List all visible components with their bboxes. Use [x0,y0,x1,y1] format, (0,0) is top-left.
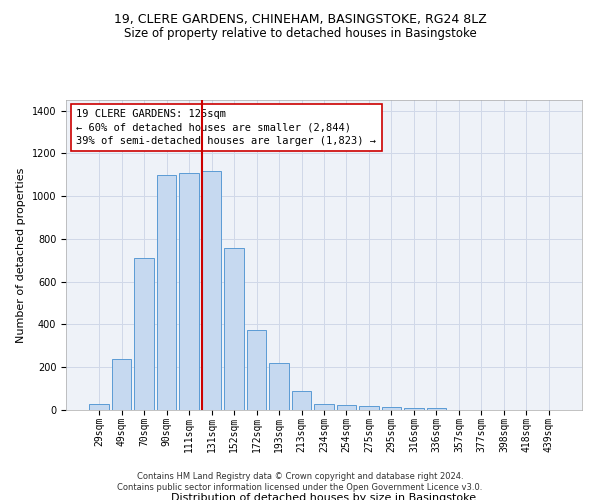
Bar [269,363,289,410]
Bar [427,408,446,410]
Bar [382,407,401,410]
Bar [134,258,154,410]
Bar [359,406,379,410]
Bar [157,175,176,410]
Text: 19 CLERE GARDENS: 125sqm
← 60% of detached houses are smaller (2,844)
39% of sem: 19 CLERE GARDENS: 125sqm ← 60% of detach… [76,110,376,146]
X-axis label: Distribution of detached houses by size in Basingstoke: Distribution of detached houses by size … [172,493,476,500]
Bar [224,248,244,410]
Bar [247,330,266,410]
Y-axis label: Number of detached properties: Number of detached properties [16,168,26,342]
Bar [292,391,311,410]
Text: Contains public sector information licensed under the Open Government Licence v3: Contains public sector information licen… [118,484,482,492]
Bar [337,404,356,410]
Text: Contains HM Land Registry data © Crown copyright and database right 2024.: Contains HM Land Registry data © Crown c… [137,472,463,481]
Bar [202,170,221,410]
Text: Size of property relative to detached houses in Basingstoke: Size of property relative to detached ho… [124,28,476,40]
Bar [89,404,109,410]
Bar [112,358,131,410]
Bar [404,408,424,410]
Bar [179,172,199,410]
Text: 19, CLERE GARDENS, CHINEHAM, BASINGSTOKE, RG24 8LZ: 19, CLERE GARDENS, CHINEHAM, BASINGSTOKE… [113,12,487,26]
Bar [314,404,334,410]
